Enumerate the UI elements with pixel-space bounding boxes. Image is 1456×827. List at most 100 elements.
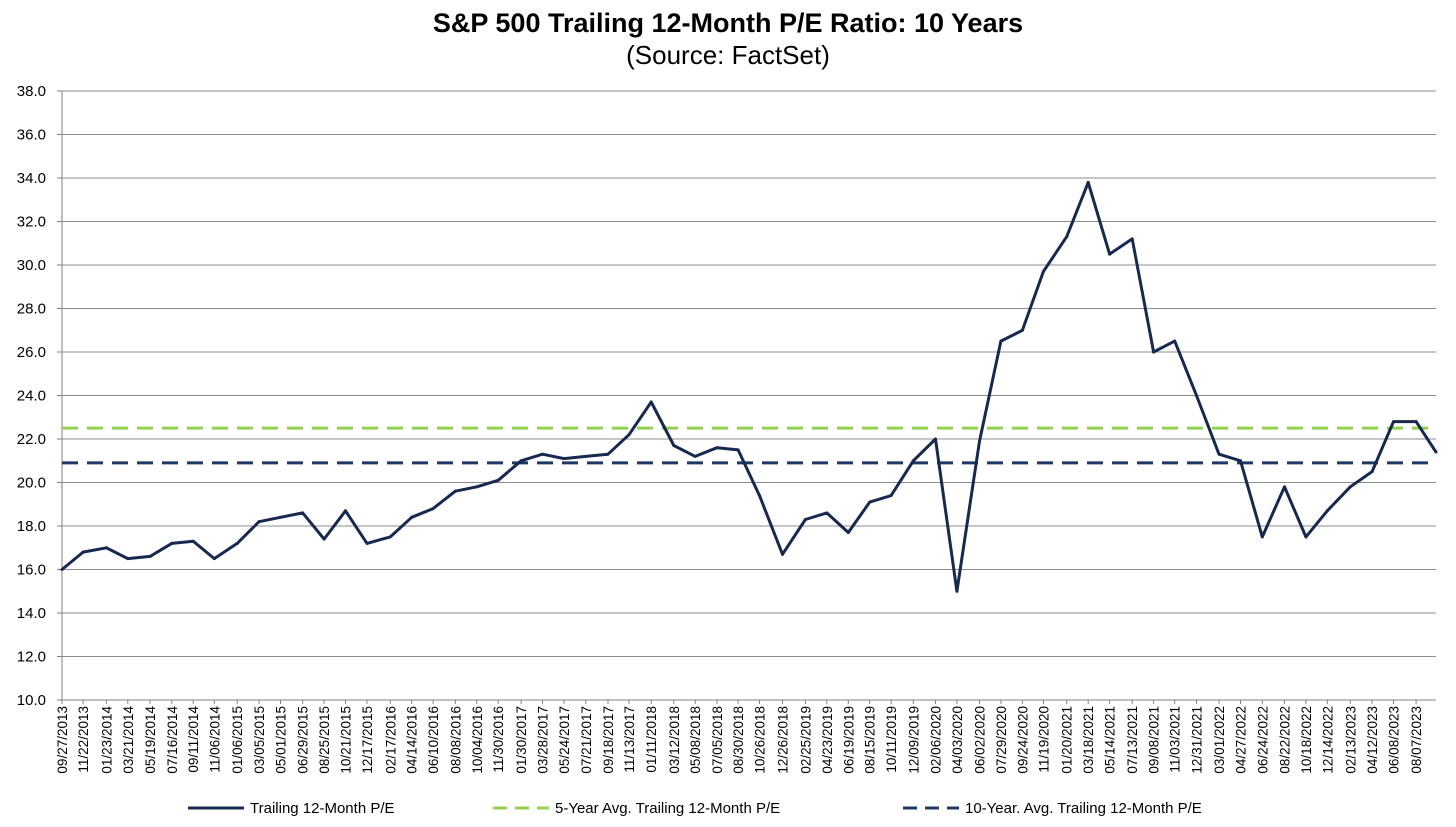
pe-data-point [715,446,719,450]
pe-data-point [1086,180,1090,184]
x-tick-label: 08/30/2018 [731,706,746,774]
y-tick-label: 30.0 [17,257,46,274]
x-tick-label: 11/30/2016 [491,706,506,773]
pe-data-point [825,511,829,515]
x-tick-label: 07/05/2018 [710,706,725,774]
pe-data-point [431,507,435,511]
x-tick-label: 12/14/2022 [1320,706,1335,774]
pe-series-line [61,180,1438,593]
x-tick-label: 08/15/2019 [863,706,878,774]
x-tick-label: 10/26/2018 [753,706,768,774]
y-axis: 10.0 12.0 14.0 16.0 18.0 20.0 22.0 24.0 26.0 28.0… [17,83,63,709]
pe-data-point [388,535,392,539]
legend-label: 5-Year Avg. Trailing 12-Month P/E [555,800,780,817]
x-tick-label: 04/12/2023 [1365,706,1380,774]
pe-data-point [1282,485,1286,489]
pe-data-point [519,459,523,463]
x-tick-label: 04/27/2022 [1233,706,1248,774]
y-tick-label: 22.0 [17,431,46,448]
x-tick-label: 06/24/2022 [1255,706,1270,774]
x-tick-label: 07/13/2021 [1125,706,1140,774]
x-tick-label: 05/08/2018 [688,706,703,774]
pe-data-point [868,500,872,504]
x-tick-label: 01/06/2015 [230,706,245,774]
x-tick-label: 10/21/2015 [339,706,354,774]
legend-label: 10-Year. Avg. Trailing 12-Month P/E [965,800,1202,817]
x-tick-label: 06/29/2015 [296,706,311,774]
x-tick-label: 02/06/2020 [929,706,944,774]
pe-data-point [322,537,326,541]
pe-data-point [60,568,64,571]
pe-data-point [1108,252,1112,256]
pe-data-point [81,550,85,554]
pe-data-point [693,454,697,458]
series-layer [60,180,1438,593]
x-tick-label: 04/14/2016 [405,706,420,774]
pe-data-point [344,509,348,513]
y-tick-label: 36.0 [17,127,46,144]
pe-data-point [301,511,305,515]
x-tick-label: 11/06/2014 [207,706,222,773]
pe-data-point [1370,470,1374,474]
pe-data-point [978,439,982,443]
pe-data-point [278,515,282,519]
x-tick-label: 05/19/2014 [143,706,158,774]
pe-data-point [736,448,740,452]
x-tick-label: 11/03/2021 [1168,706,1183,773]
x-tick-label: 06/02/2020 [973,706,988,774]
x-tick-label: 07/21/2017 [579,706,594,774]
pe-data-point [365,541,369,545]
x-tick-label: 01/20/2021 [1060,706,1075,774]
pe-data-point [1304,535,1308,539]
x-tick-label: 07/16/2014 [165,706,180,774]
x-tick-label: 09/27/2013 [55,706,70,774]
x-tick-label: 10/11/2019 [884,706,899,773]
x-tick-label: 09/11/2014 [186,706,201,773]
x-tick-label: 03/18/2021 [1081,706,1096,774]
pe-data-point [1152,350,1156,354]
pe-data-point [889,494,893,498]
pe-data-point [999,339,1003,343]
x-tick-label: 12/17/2015 [360,706,375,774]
chart-subtitle: (Source: FactSet) [626,40,830,70]
pe-data-point [1173,339,1177,343]
x-tick-label: 06/19/2019 [841,706,856,774]
pe-data-point [649,400,653,404]
pe-data-point [1041,270,1045,274]
x-tick-label: 02/17/2016 [383,706,398,774]
x-axis: 09/27/2013 11/22/2013 01/23/2014 03/21/2014… [55,699,1436,774]
x-tick-label: 02/13/2023 [1343,706,1358,774]
pe-data-point [148,554,152,558]
x-tick-label: 05/14/2021 [1103,706,1118,774]
x-tick-label: 03/05/2015 [252,706,267,774]
x-tick-label: 06/10/2016 [426,706,441,774]
x-tick-label: 08/07/2023 [1409,706,1424,774]
x-tick-label: 01/30/2017 [514,706,529,774]
x-tick-label: 12/31/2021 [1189,706,1204,774]
x-tick-label: 01/23/2014 [99,706,114,774]
x-tick-label: 10/04/2016 [470,706,485,774]
legend: Trailing 12-Month P/E 5-Year Avg. Trailin… [188,800,1202,817]
y-tick-label: 12.0 [17,649,46,666]
legend-label: Trailing 12-Month P/E [250,800,395,817]
x-tick-label: 12/09/2019 [906,706,921,774]
pe-data-point [170,541,174,545]
y-tick-label: 16.0 [17,562,46,579]
pe-data-point [1434,450,1438,454]
pe-data-point [803,517,807,521]
pe-data-point [475,485,479,489]
x-tick-label: 03/01/2022 [1212,706,1227,774]
x-tick-label: 05/24/2017 [557,706,572,774]
y-tick-label: 14.0 [17,605,46,622]
x-tick-label: 03/28/2017 [536,706,551,774]
x-tick-label: 11/13/2017 [622,706,637,773]
pe-data-point [191,539,195,543]
x-tick-label: 08/25/2015 [317,706,332,774]
x-tick-label: 02/25/2019 [798,706,813,774]
x-tick-label: 11/22/2013 [76,706,91,773]
x-tick-label: 09/08/2021 [1147,706,1162,774]
pe-data-point [257,520,261,524]
gridlines [62,90,1436,657]
pe-data-point [934,437,938,441]
pe-data-point [496,478,500,482]
